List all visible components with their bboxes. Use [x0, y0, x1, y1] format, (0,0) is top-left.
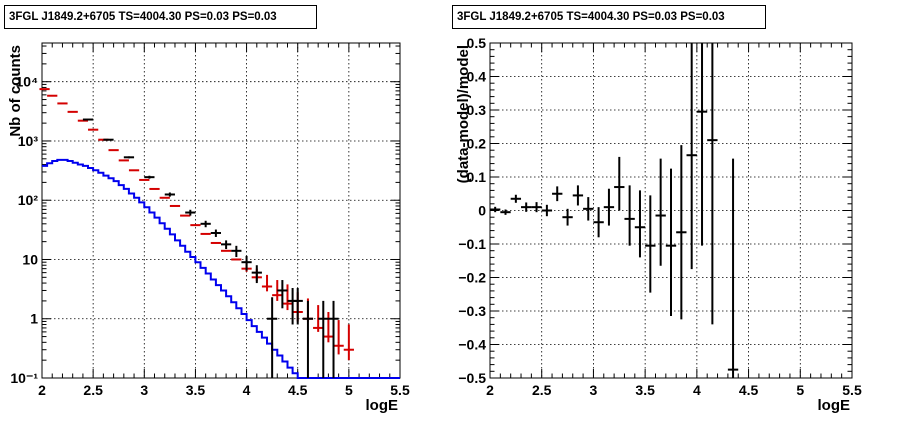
x-tick-label: 5 [796, 382, 804, 398]
x-tick-label: 2 [486, 382, 494, 398]
data-point [302, 300, 314, 378]
x-tick-label: 4.5 [739, 382, 759, 398]
counts-point [261, 274, 273, 292]
data-point [82, 118, 94, 121]
data-point [251, 265, 262, 284]
residuals-chart-title: 3FGL J1849.2+6705 TS=4004.30 PS=0.03 PS=… [452, 5, 766, 29]
y-tick-label: 0.1 [467, 169, 487, 185]
data-point [103, 138, 114, 141]
data-point [267, 297, 278, 378]
y-tick-label: 0 [478, 203, 486, 219]
y-axis-title: Nb of counts [7, 45, 24, 137]
data-point [287, 288, 298, 325]
data-point [123, 156, 135, 159]
residual-point [521, 202, 532, 212]
residual-point [603, 188, 615, 226]
data-point [164, 192, 175, 197]
counts-point [343, 324, 354, 361]
data-point [318, 300, 329, 378]
residual-point [686, 43, 697, 270]
residual-point [655, 158, 666, 266]
data-point [210, 229, 221, 237]
x-tick-label: 3 [590, 382, 598, 398]
residual-point [676, 145, 687, 320]
x-tick-label: 2.5 [532, 382, 552, 398]
residual-point [645, 195, 656, 293]
counts-point [323, 311, 334, 343]
residual-point [665, 168, 677, 317]
residual-point [707, 43, 718, 325]
residual-point [500, 209, 511, 215]
x-tick-label: 3.5 [186, 382, 206, 398]
residual-point [490, 206, 501, 213]
y-tick-label: 1 [30, 311, 38, 327]
residual-point [562, 208, 573, 226]
x-tick-label: 2 [38, 382, 46, 398]
residual-point [552, 186, 563, 202]
residual-point [696, 43, 708, 246]
residual-point [583, 197, 594, 221]
y-tick-label: 10³ [18, 133, 39, 149]
residual-point [614, 156, 625, 211]
residual-point [593, 207, 604, 238]
model-histogram [42, 158, 400, 379]
residual-point [510, 194, 522, 203]
y-axis-title: (data-model)/model [455, 45, 472, 183]
residual-point [541, 204, 553, 217]
data-point [328, 300, 339, 378]
x-tick-label: 4 [693, 382, 701, 398]
counts-panel: 2 2.5 3 3.5 4 4.5 5 5.5 10⁻¹ 1 10 10² 10³ 10⁴ logE Nb o… [7, 42, 410, 414]
x-tick-label: 2.5 [83, 382, 103, 398]
residual-point [727, 158, 739, 378]
x-tick-label: 5 [345, 382, 353, 398]
y-tick-label: 0.5 [467, 35, 487, 51]
x-tick-label: 5.5 [390, 382, 410, 398]
data-point [221, 240, 232, 250]
data-point [231, 245, 242, 258]
y-tick-label: 0.3 [467, 102, 487, 118]
data-point [185, 209, 196, 216]
residual-point [624, 185, 635, 246]
residual-point [531, 202, 542, 213]
counts-chart-title: 3FGL J1849.2+6705 TS=4004.30 PS=0.03 PS=… [4, 5, 317, 29]
x-tick-label: 5.5 [842, 382, 862, 398]
residual-point [572, 185, 584, 206]
y-tick-label: 10⁻¹ [10, 370, 38, 386]
data-point [292, 288, 303, 325]
plot-frame [41, 42, 401, 379]
residuals-panel: 2 2.5 3 3.5 4 4.5 5 5.5 −0.5 −0.4 −0.3 −0.2 −0.1 0 0.1… [455, 35, 862, 414]
data-point [277, 280, 288, 309]
x-axis-title: logE [818, 397, 851, 414]
y-tick-label: −0.5 [458, 370, 486, 386]
data-point [200, 220, 211, 228]
y-tick-label: −0.1 [458, 236, 486, 252]
y-tick-label: 0.2 [467, 136, 487, 152]
data-point [241, 255, 252, 271]
data-point [144, 175, 155, 179]
y-tick-label: −0.3 [458, 303, 486, 319]
x-tick-label: 4.5 [288, 382, 308, 398]
x-tick-label: 4 [243, 382, 251, 398]
y-tick-label: 10 [22, 251, 38, 267]
residual-point [634, 190, 646, 258]
x-tick-label: 3.5 [635, 382, 655, 398]
counts-point [333, 320, 344, 355]
y-tick-label: 10⁴ [16, 74, 39, 90]
y-tick-label: −0.4 [458, 337, 486, 353]
y-tick-label: −0.2 [458, 270, 486, 286]
y-tick-label: 10² [18, 192, 39, 208]
x-tick-label: 3 [140, 382, 148, 398]
y-tick-label: 0.4 [467, 69, 487, 85]
counts-point [282, 284, 293, 311]
x-axis-title: logE [366, 397, 399, 414]
